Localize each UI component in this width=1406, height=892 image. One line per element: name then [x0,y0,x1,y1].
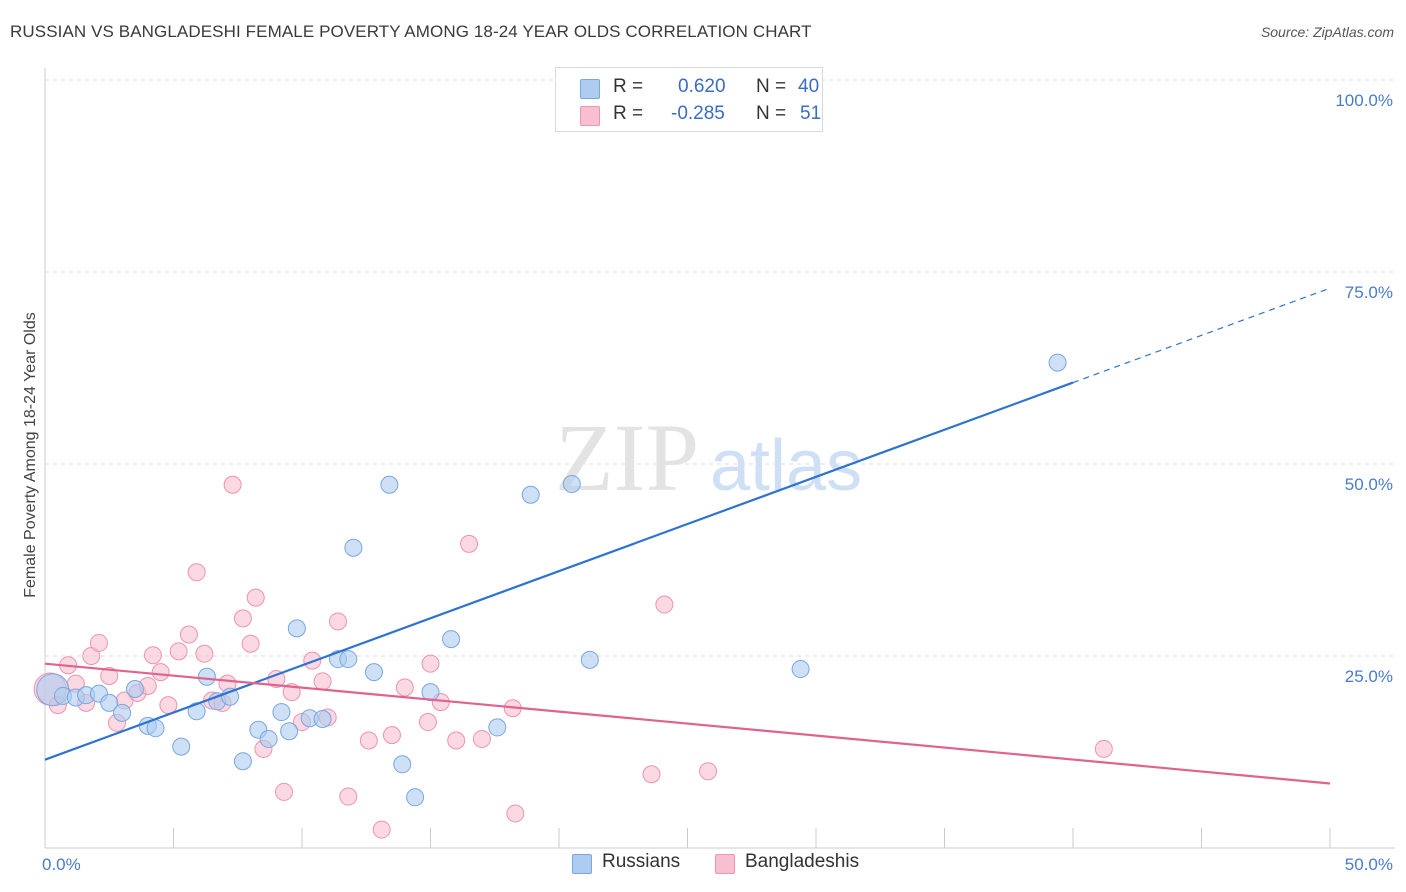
bangladeshis-legend-label: Bangladeshis [745,851,860,872]
russians-point [272,703,291,722]
bangladeshis-point [169,642,188,661]
n-label: N = [756,76,787,97]
bangladeshis-point [151,663,170,682]
bangladeshis-point [1094,739,1113,758]
bangladeshis-point [187,563,206,582]
russians-point [280,722,299,741]
chart-title: RUSSIAN VS BANGLADESHI FEMALE POVERTY AM… [10,22,812,41]
russians-point [521,485,540,504]
bangladeshis-swatch [580,106,600,126]
bangladeshis-point [359,731,378,750]
bangladeshis-point [339,787,358,806]
russians-point [1048,353,1067,372]
watermark-atlas: atlas [710,426,862,506]
stats-legend: R = 0.620 N = 40 R = -0.285 N = 51 [555,67,823,132]
russians-point [393,755,412,774]
y-tick-label: 75.0% [1345,283,1393,302]
russians-point [125,680,144,699]
russians-point [442,630,461,649]
n-value: 51 [800,103,822,124]
russians-point [287,619,306,638]
axes [44,68,1395,849]
bangladeshis-points [33,475,1113,839]
bangladeshis-point [655,595,674,614]
y-tick-label: 25.0% [1345,667,1393,686]
bangladeshis-point [241,634,260,653]
russians-legend-swatch [572,854,592,874]
bangladeshis-point [233,609,252,628]
y-tick-label: 100.0% [1335,91,1393,110]
grid-lines [45,79,1395,657]
russians-point [259,729,278,748]
trend-lines [44,287,1331,785]
bangladeshis-point [418,713,437,732]
y-tick-label: 50.0% [1345,475,1393,494]
y-axis-label: Female Poverty Among 18-24 Year Olds [22,312,39,598]
r-value: -0.285 [671,103,725,124]
bangladeshis-point [246,588,265,607]
r-value: 0.620 [678,76,726,97]
bangladeshis-point [179,625,198,644]
russians-swatch [580,79,600,99]
russians-point [313,709,332,728]
bangladeshis-point [460,534,479,553]
bangladeshis-point [372,820,391,839]
bangladeshis-point [313,672,332,691]
bangladeshis-point [143,646,162,665]
russians-point [172,737,191,756]
watermark-zip: ZIP [555,404,699,511]
russians-point [406,788,425,807]
tick-labels: 25.0% 50.0% 75.0% 100.0% 0.0% 50.0% [42,91,1393,874]
n-value: 40 [798,76,820,97]
x-tick-label: 50.0% [1345,855,1393,874]
bangladeshis-legend-swatch [715,854,735,874]
bangladeshis-point [699,762,718,781]
bangladeshis-point [100,666,119,685]
bangladeshis-trend-line [44,662,1331,785]
source-label: Source: ZipAtlas.com [1260,24,1394,40]
x-tick-label: 0.0% [42,855,81,874]
bangladeshis-point [328,612,347,631]
bangladeshis-point [223,475,242,494]
bangladeshis-point [89,633,108,652]
bangladeshis-point [195,644,214,663]
bangladeshis-point [382,726,401,745]
n-label: N = [756,103,787,124]
russians-point [100,693,119,712]
russians-point [380,475,399,494]
russians-point [339,650,358,669]
russians-point [113,703,132,722]
bangladeshis-point [421,654,440,673]
watermark: ZIP atlas [555,404,862,511]
bangladeshis-point [506,804,525,823]
bangladeshis-point [395,678,414,697]
russians-point [233,752,252,771]
bangladeshis-point [472,729,491,748]
russians-point [187,702,206,721]
russians-legend-label: Russians [602,851,681,872]
bangladeshis-point [275,782,294,801]
russians-point [580,650,599,669]
russians-point [791,660,810,679]
r-label: R = [613,76,644,97]
russians-point [488,718,507,737]
bangladeshis-point [642,765,661,784]
russians-trend-line [44,381,1074,761]
russians-point [562,474,581,493]
russians-point [197,667,216,686]
russians-points [36,71,1067,807]
russians-trend-extension [1072,287,1331,384]
russians-point [364,663,383,682]
russians-point [344,538,363,557]
r-label: R = [613,103,644,124]
bangladeshis-point [447,731,466,750]
